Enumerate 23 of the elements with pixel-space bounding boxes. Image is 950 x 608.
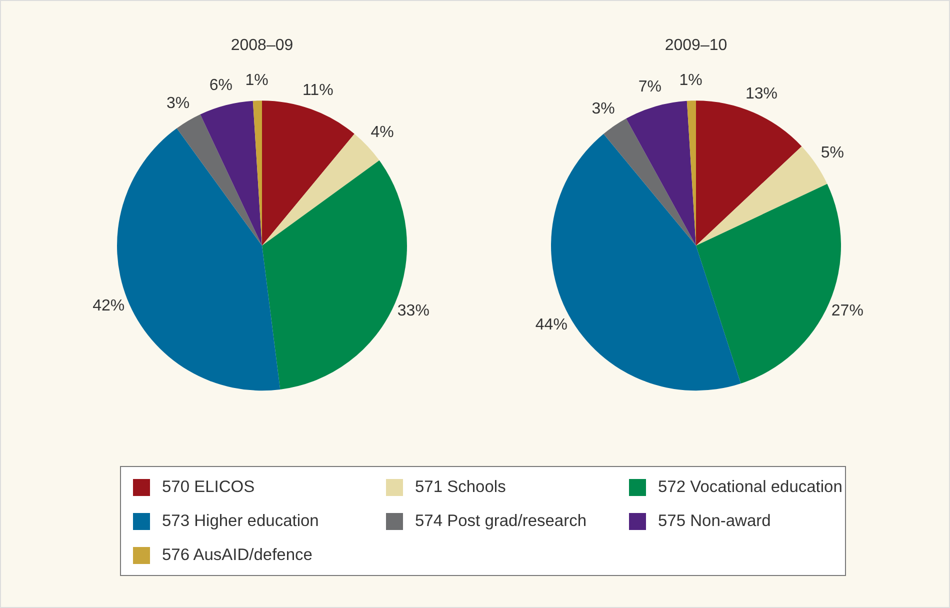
legend-label: 575 Non-award [658,512,771,530]
chart-title: 2008–09 [230,37,294,54]
data-label: 13% [746,86,778,103]
legend-label: 574 Post grad/research [415,512,587,530]
data-label: 33% [397,302,430,320]
data-label: 5% [820,144,844,162]
data-label: 1% [679,72,702,90]
data-label: 3% [592,100,615,118]
data-label: 4% [370,124,394,142]
legend-label: 572 Vocational education [658,478,842,496]
data-label: 7% [638,78,662,96]
data-label: 44% [535,316,568,334]
data-label: 11% [302,82,334,99]
legend-label: 571 Schools [415,478,506,496]
data-label: 6% [209,77,233,94]
chart-title: 2009–10 [664,37,728,54]
legend-label: 570 ELICOS [162,478,255,496]
data-label: 27% [831,302,864,320]
legend-label: 576 AusAID/defence [162,546,312,564]
legend-label: 573 Higher education [162,512,319,530]
data-label: 1% [245,72,268,90]
data-label: 42% [92,298,125,315]
data-label: 3% [166,94,190,112]
